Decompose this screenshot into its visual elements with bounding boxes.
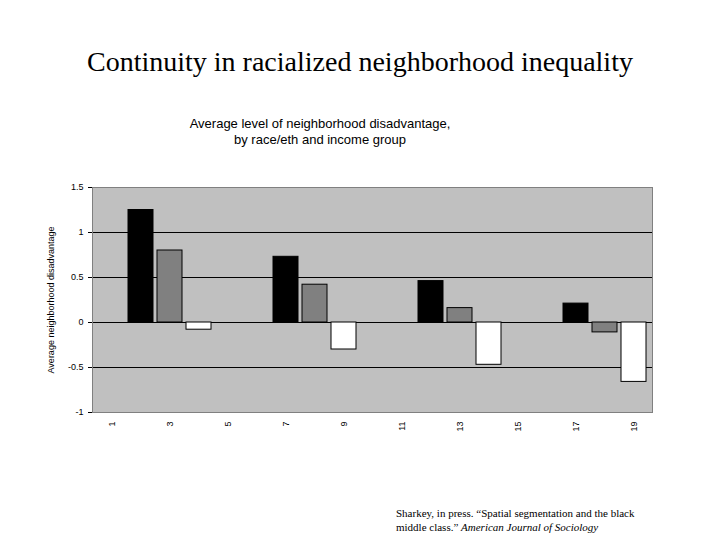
svg-text:1: 1 [107,422,117,427]
svg-text:17: 17 [571,422,581,432]
svg-text:1.5: 1.5 [71,182,84,192]
svg-text:3: 3 [165,422,175,427]
svg-text:15: 15 [513,422,523,432]
svg-text:-0.5: -0.5 [68,362,84,372]
svg-text:1: 1 [78,227,83,237]
svg-text:Average neighborhood disadvant: Average neighborhood disadvantage [46,227,56,374]
svg-text:11: 11 [397,422,407,431]
svg-text:7: 7 [281,422,291,427]
svg-text:0.5: 0.5 [71,272,84,282]
html-text:Average level of neighborhood: Average level of neighborhood disadvanta… [189,116,451,147]
svg-text:9: 9 [339,422,349,427]
svg-text:13: 13 [455,422,465,432]
svg-text:19: 19 [629,422,639,432]
svg-text:-1: -1 [75,407,83,417]
html-text:Sharkey, in press. “Spatial se: Sharkey, in press. “Spatial segmentation… [396,507,635,533]
html-text:Continuity in racialized neigh: Continuity in racialized neighborhood in… [87,46,633,77]
svg-text:5: 5 [223,422,233,427]
svg-text:0: 0 [78,317,83,327]
